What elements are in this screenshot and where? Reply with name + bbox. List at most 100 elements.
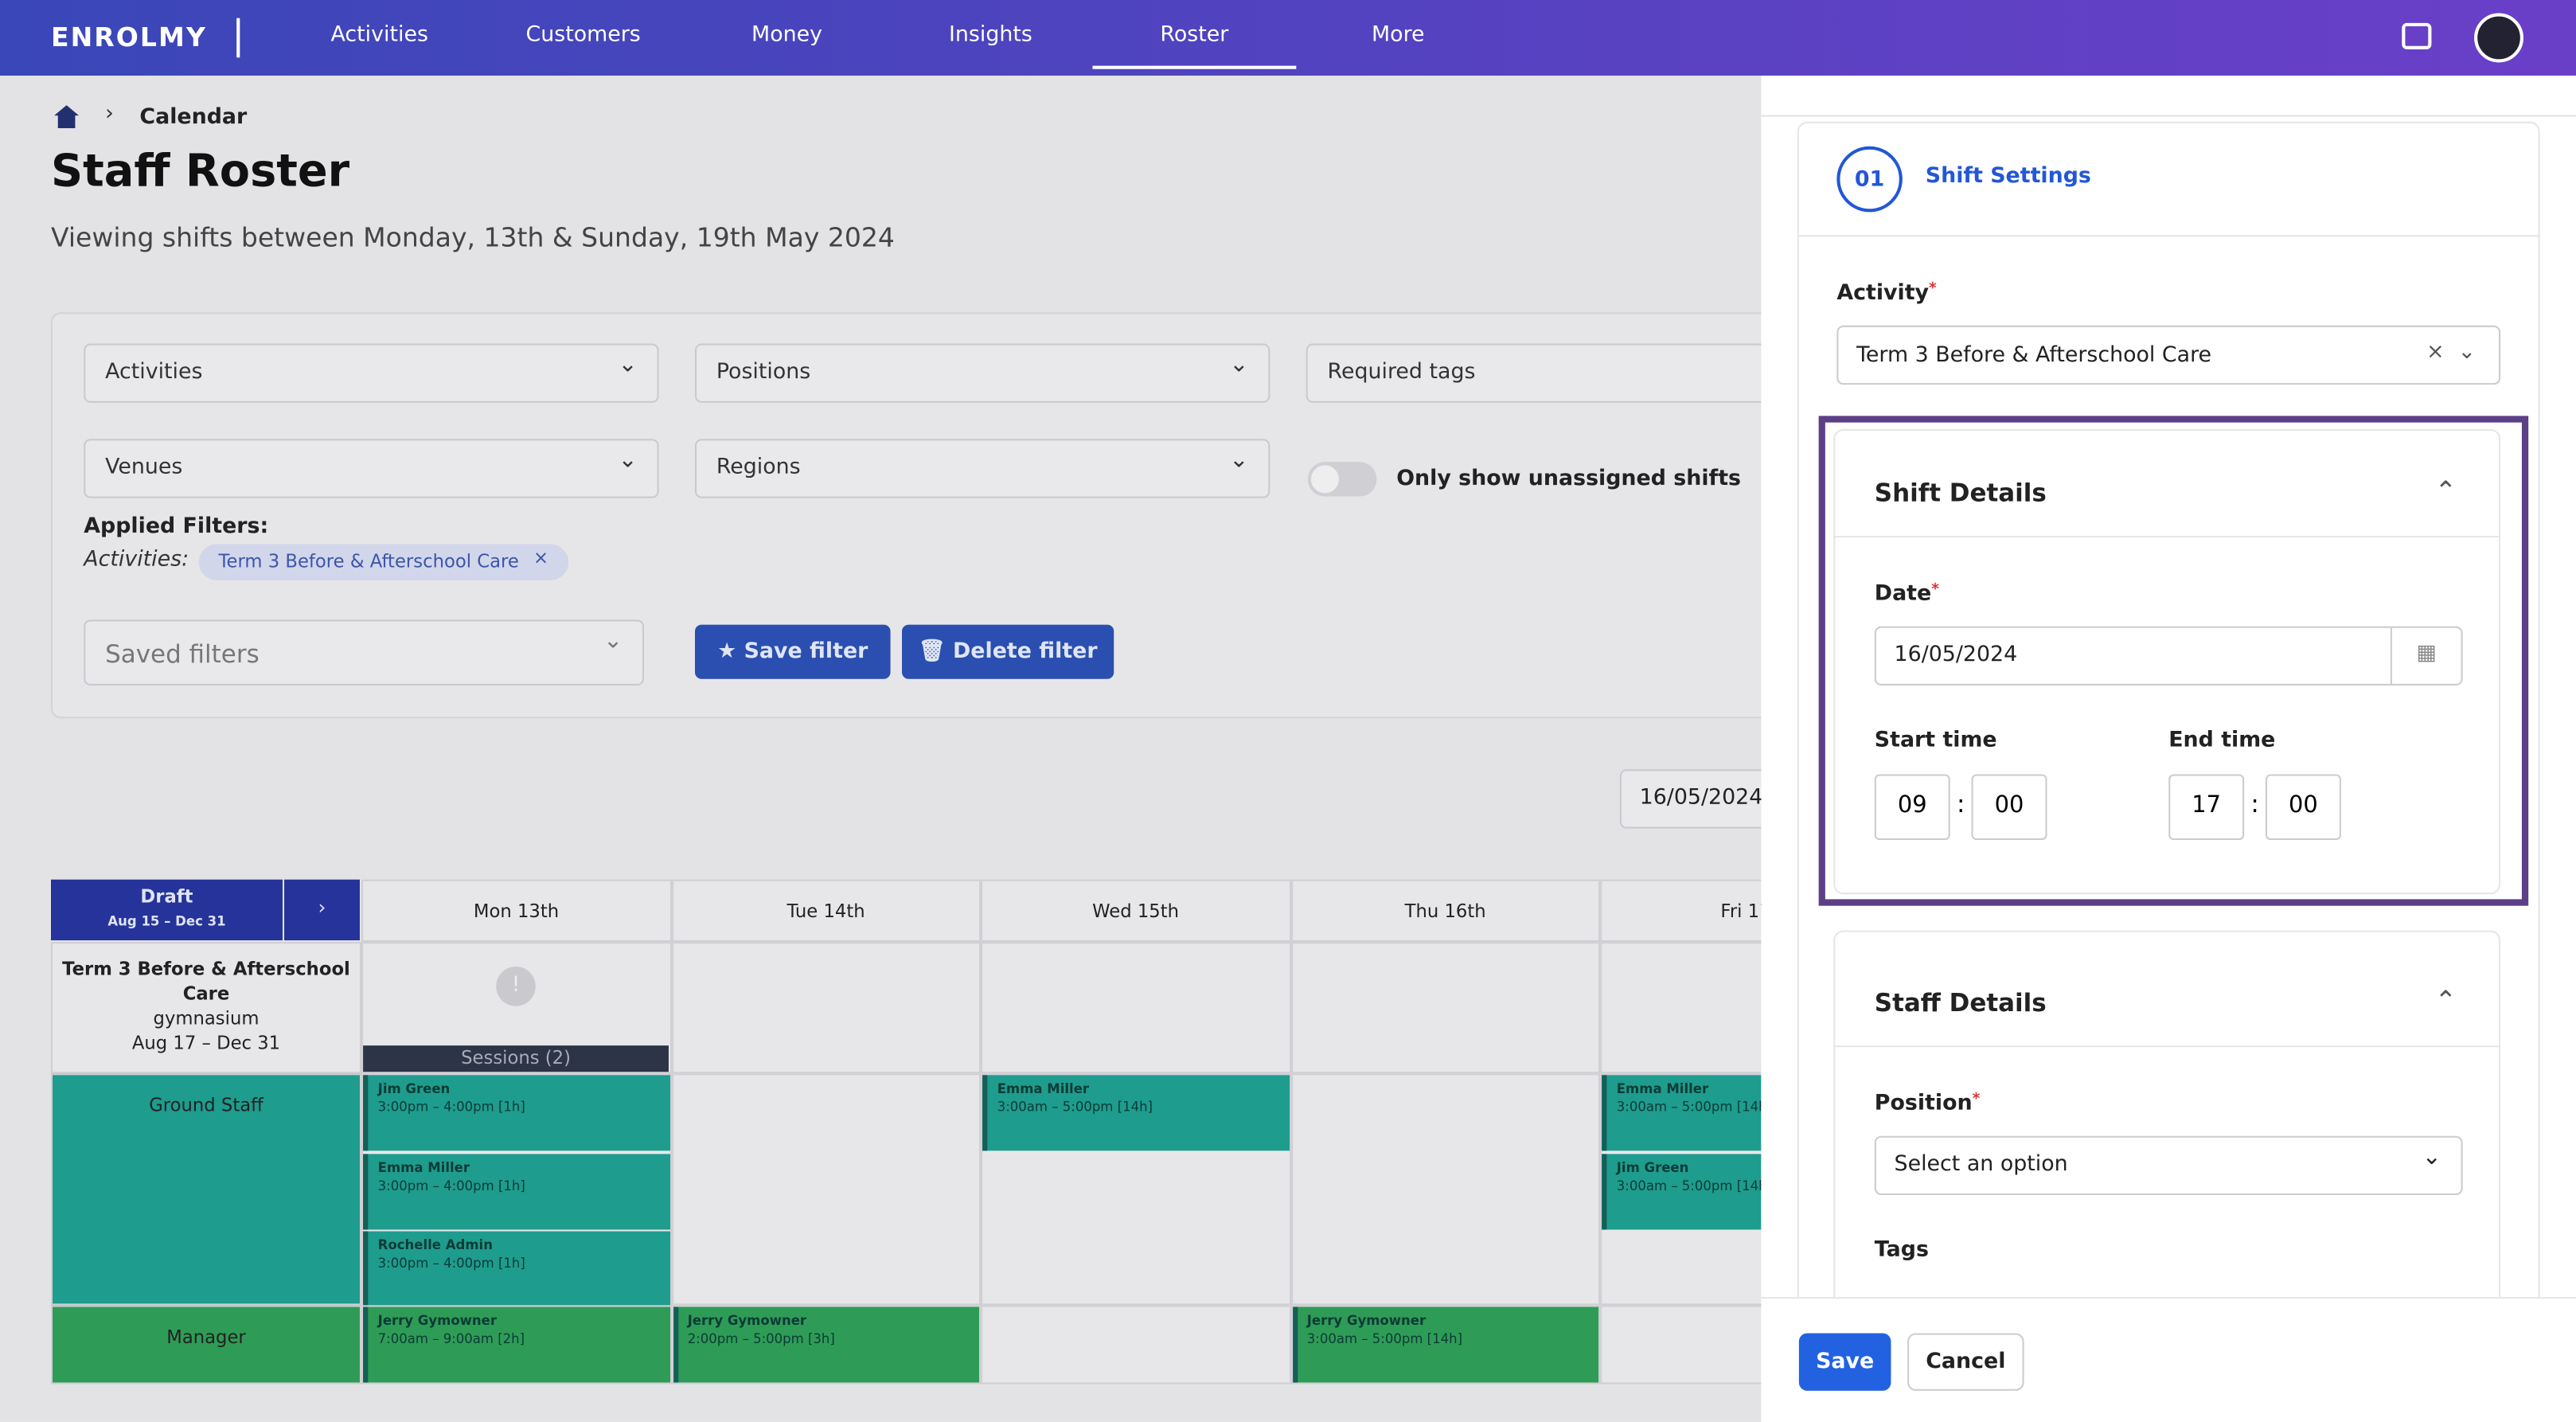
shift-time: 3:00pm – 4:00pm [1h] bbox=[377, 1178, 525, 1193]
inbox-icon[interactable] bbox=[2402, 22, 2432, 49]
end-label: End time bbox=[2168, 728, 2276, 753]
shift-time: 3:00am – 5:00pm [14h] bbox=[1616, 1178, 1762, 1193]
alert-icon: ! bbox=[496, 967, 536, 1006]
shift[interactable]: Emma Miller 3:00pm – 4:00pm [1h] bbox=[363, 1153, 669, 1229]
activity-venue: gymnasium bbox=[153, 1007, 260, 1029]
shift[interactable]: Jim Green 3:00am – 5:00pm [14h] bbox=[1602, 1153, 1762, 1229]
start-minute[interactable]: 00 bbox=[1971, 774, 2047, 841]
avatar[interactable] bbox=[2474, 13, 2523, 63]
position-select[interactable]: Select an option bbox=[1874, 1135, 2463, 1196]
activity-select[interactable]: Term 3 Before & Afterschool Care × ⌄ bbox=[1836, 325, 2501, 385]
end-minute[interactable]: 00 bbox=[2265, 774, 2341, 841]
save-filter-text: Save filter bbox=[744, 639, 868, 665]
toggle-label: Only show unassigned shifts bbox=[1396, 467, 1742, 492]
shift[interactable]: Jerry Gymowner 3:00am – 5:00pm [14h] bbox=[1292, 1307, 1599, 1383]
shift-name: Rochelle Admin bbox=[377, 1237, 493, 1253]
shift-name: Jerry Gymowner bbox=[377, 1313, 498, 1329]
shift[interactable]: Jim Green 3:00pm – 4:00pm [1h] bbox=[363, 1075, 669, 1151]
shift-details-title: Shift Details bbox=[1874, 478, 2047, 508]
shift[interactable]: Emma Miller 3:00am – 5:00pm [14h] bbox=[1602, 1075, 1762, 1151]
start-hour[interactable]: 09 bbox=[1874, 774, 1950, 841]
row-label: Ground Staff bbox=[50, 1073, 362, 1306]
staff-details-title: Staff Details bbox=[1874, 987, 2047, 1018]
date-label: Date bbox=[1875, 582, 1939, 607]
nav-item[interactable]: Insights bbox=[949, 22, 1032, 48]
shift[interactable]: Jerry Gymowner 7:00am – 9:00am [2h] bbox=[363, 1307, 669, 1383]
draft-header: Draft Aug 15 – Dec 31 bbox=[50, 879, 283, 941]
nav-item[interactable]: Activities bbox=[330, 22, 428, 48]
saved-filters[interactable]: Saved filters bbox=[84, 619, 645, 686]
activity-cell: Term 3 Before & Afterschool Care gymnasiu… bbox=[50, 942, 362, 1074]
shift-time: 7:00am – 9:00am [2h] bbox=[377, 1331, 525, 1346]
breadcrumb[interactable]: Calendar bbox=[139, 105, 248, 131]
roster-cell bbox=[1600, 1305, 1762, 1385]
separator: : bbox=[2250, 789, 2259, 819]
activity-label: Activity bbox=[1836, 281, 1936, 306]
row-label: Manager bbox=[50, 1305, 362, 1385]
shift[interactable]: Rochelle Admin 3:00pm – 4:00pm [1h] bbox=[363, 1231, 669, 1307]
shift-time: 3:00am – 5:00pm [14h] bbox=[1616, 1100, 1762, 1115]
filter-select[interactable]: Positions bbox=[694, 343, 1270, 403]
roster-cell bbox=[981, 1305, 1291, 1385]
step-number: 01 bbox=[1836, 146, 1903, 213]
home-icon[interactable] bbox=[54, 105, 80, 129]
cancel-button[interactable]: Cancel bbox=[1907, 1333, 2024, 1391]
save-filter[interactable]: ★ Save filter bbox=[694, 624, 891, 679]
divider bbox=[236, 18, 240, 58]
shift-time: 3:00am – 5:00pm [14h] bbox=[1306, 1331, 1463, 1346]
day-header: Tue 14th bbox=[671, 879, 982, 943]
shift[interactable]: Jerry Gymowner 2:00pm – 5:00pm [3h] bbox=[673, 1307, 980, 1383]
day-header: Wed 15th bbox=[981, 879, 1291, 943]
nav-item[interactable]: Money bbox=[751, 22, 823, 48]
shift-name: Emma Miller bbox=[997, 1081, 1090, 1097]
activity-range: Aug 17 – Dec 31 bbox=[131, 1032, 281, 1054]
day-header: Fri 17th bbox=[1600, 879, 1762, 943]
shift-name: Emma Miller bbox=[1616, 1081, 1709, 1097]
roster-cell bbox=[671, 1073, 982, 1306]
page-title: Staff Roster bbox=[50, 146, 350, 197]
activity-value: Term 3 Before & Afterschool Care bbox=[1856, 343, 2212, 369]
nav-item[interactable]: Customers bbox=[525, 22, 641, 48]
shift-time: 3:00am – 5:00pm [14h] bbox=[997, 1100, 1153, 1115]
applied-key: Activities: bbox=[84, 547, 189, 572]
tags-label: Tags bbox=[1874, 1237, 1929, 1263]
logo[interactable]: ENROLMY bbox=[50, 21, 207, 53]
save-button[interactable]: Save bbox=[1798, 1333, 1891, 1391]
draft-label: Draft bbox=[140, 885, 193, 908]
side-panel: 01 Shift Settings Activity Term 3 Before… bbox=[1761, 75, 2576, 1422]
position-label: Position bbox=[1875, 1092, 1981, 1116]
activity-day-cell bbox=[1600, 942, 1762, 1074]
highlight-box bbox=[1818, 416, 2529, 906]
nav-item[interactable]: Roster bbox=[1092, 23, 1297, 69]
chip-text: Term 3 Before & Afterschool Care bbox=[218, 550, 519, 572]
end-hour[interactable]: 17 bbox=[2168, 774, 2245, 841]
top-nav: ENROLMY Activities Customers Money Insights… bbox=[0, 0, 2576, 76]
subtitle: Viewing shifts between Monday, 13th & Su… bbox=[50, 221, 895, 253]
shift-name: Jim Green bbox=[1616, 1159, 1689, 1175]
shift-time: 3:00pm – 4:00pm [1h] bbox=[377, 1256, 525, 1272]
applied-label: Applied Filters: bbox=[84, 514, 269, 540]
roster: Draft Aug 15 – Dec 31 › Mon 13th Tue 14th Wed… bbox=[50, 879, 1762, 1389]
sessions-bar[interactable]: Sessions (2) bbox=[363, 1045, 669, 1072]
activity-day-cell bbox=[981, 942, 1291, 1074]
filter-select[interactable]: Regions bbox=[694, 439, 1270, 498]
activity-name: Term 3 Before & Afterschool Care bbox=[62, 958, 350, 1005]
activity-day-cell bbox=[671, 942, 982, 1074]
toggle[interactable] bbox=[1307, 462, 1377, 497]
filter-chip[interactable]: Term 3 Before & Afterschool Care × bbox=[198, 544, 568, 580]
separator: : bbox=[1956, 789, 1965, 819]
day-header: Thu 16th bbox=[1290, 879, 1601, 943]
date-input[interactable]: 16/05/2024 ▦ bbox=[1874, 626, 2463, 686]
step-title: Shift Settings bbox=[1925, 164, 2091, 189]
nav-item[interactable]: More bbox=[1372, 22, 1425, 48]
filter-select[interactable]: Venues bbox=[84, 439, 659, 498]
next-button[interactable]: › bbox=[284, 879, 360, 941]
shift[interactable]: Emma Miller 3:00am – 5:00pm [14h] bbox=[982, 1075, 1290, 1151]
filter-select[interactable]: Activities bbox=[84, 343, 659, 403]
filter-select[interactable]: Required tags bbox=[1306, 343, 1799, 403]
delete-filter[interactable]: 🗑 Delete filter bbox=[902, 624, 1114, 679]
day-header: Mon 13th bbox=[361, 879, 672, 943]
shift-details-card bbox=[1833, 428, 2501, 895]
start-label: Start time bbox=[1874, 728, 1997, 753]
